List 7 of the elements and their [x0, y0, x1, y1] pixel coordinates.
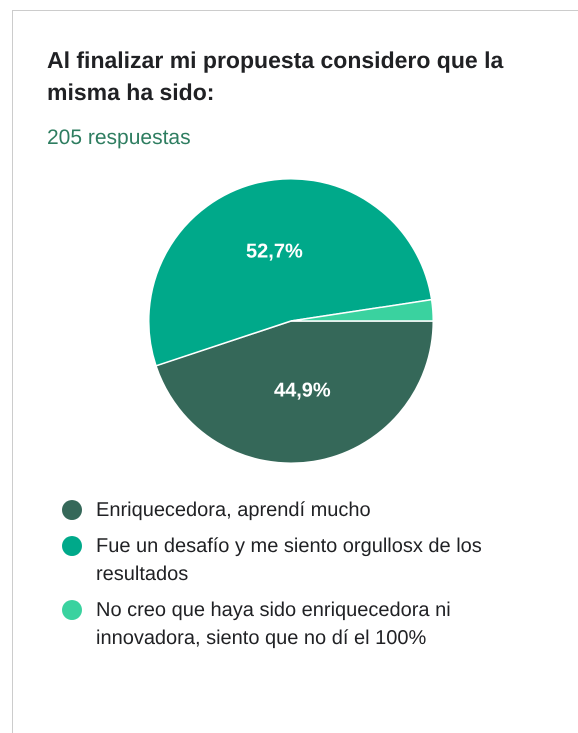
chart-subtitle: 205 respuestas — [47, 126, 191, 150]
legend-label: Enriquecedora, aprendí mucho — [96, 499, 371, 521]
legend-label: No creo que haya sido enriquecedora ni innovadora, siento que no dí el 100% — [96, 599, 451, 649]
data-label: 52,7% — [246, 240, 303, 262]
legend-label: Fue un desafío y me siento orgullosx de los resultados — [96, 535, 482, 585]
data-label: 44,9% — [274, 380, 331, 402]
chart-title: Al finalizar mi propuesta considero que la misma ha sido: — [47, 46, 504, 107]
